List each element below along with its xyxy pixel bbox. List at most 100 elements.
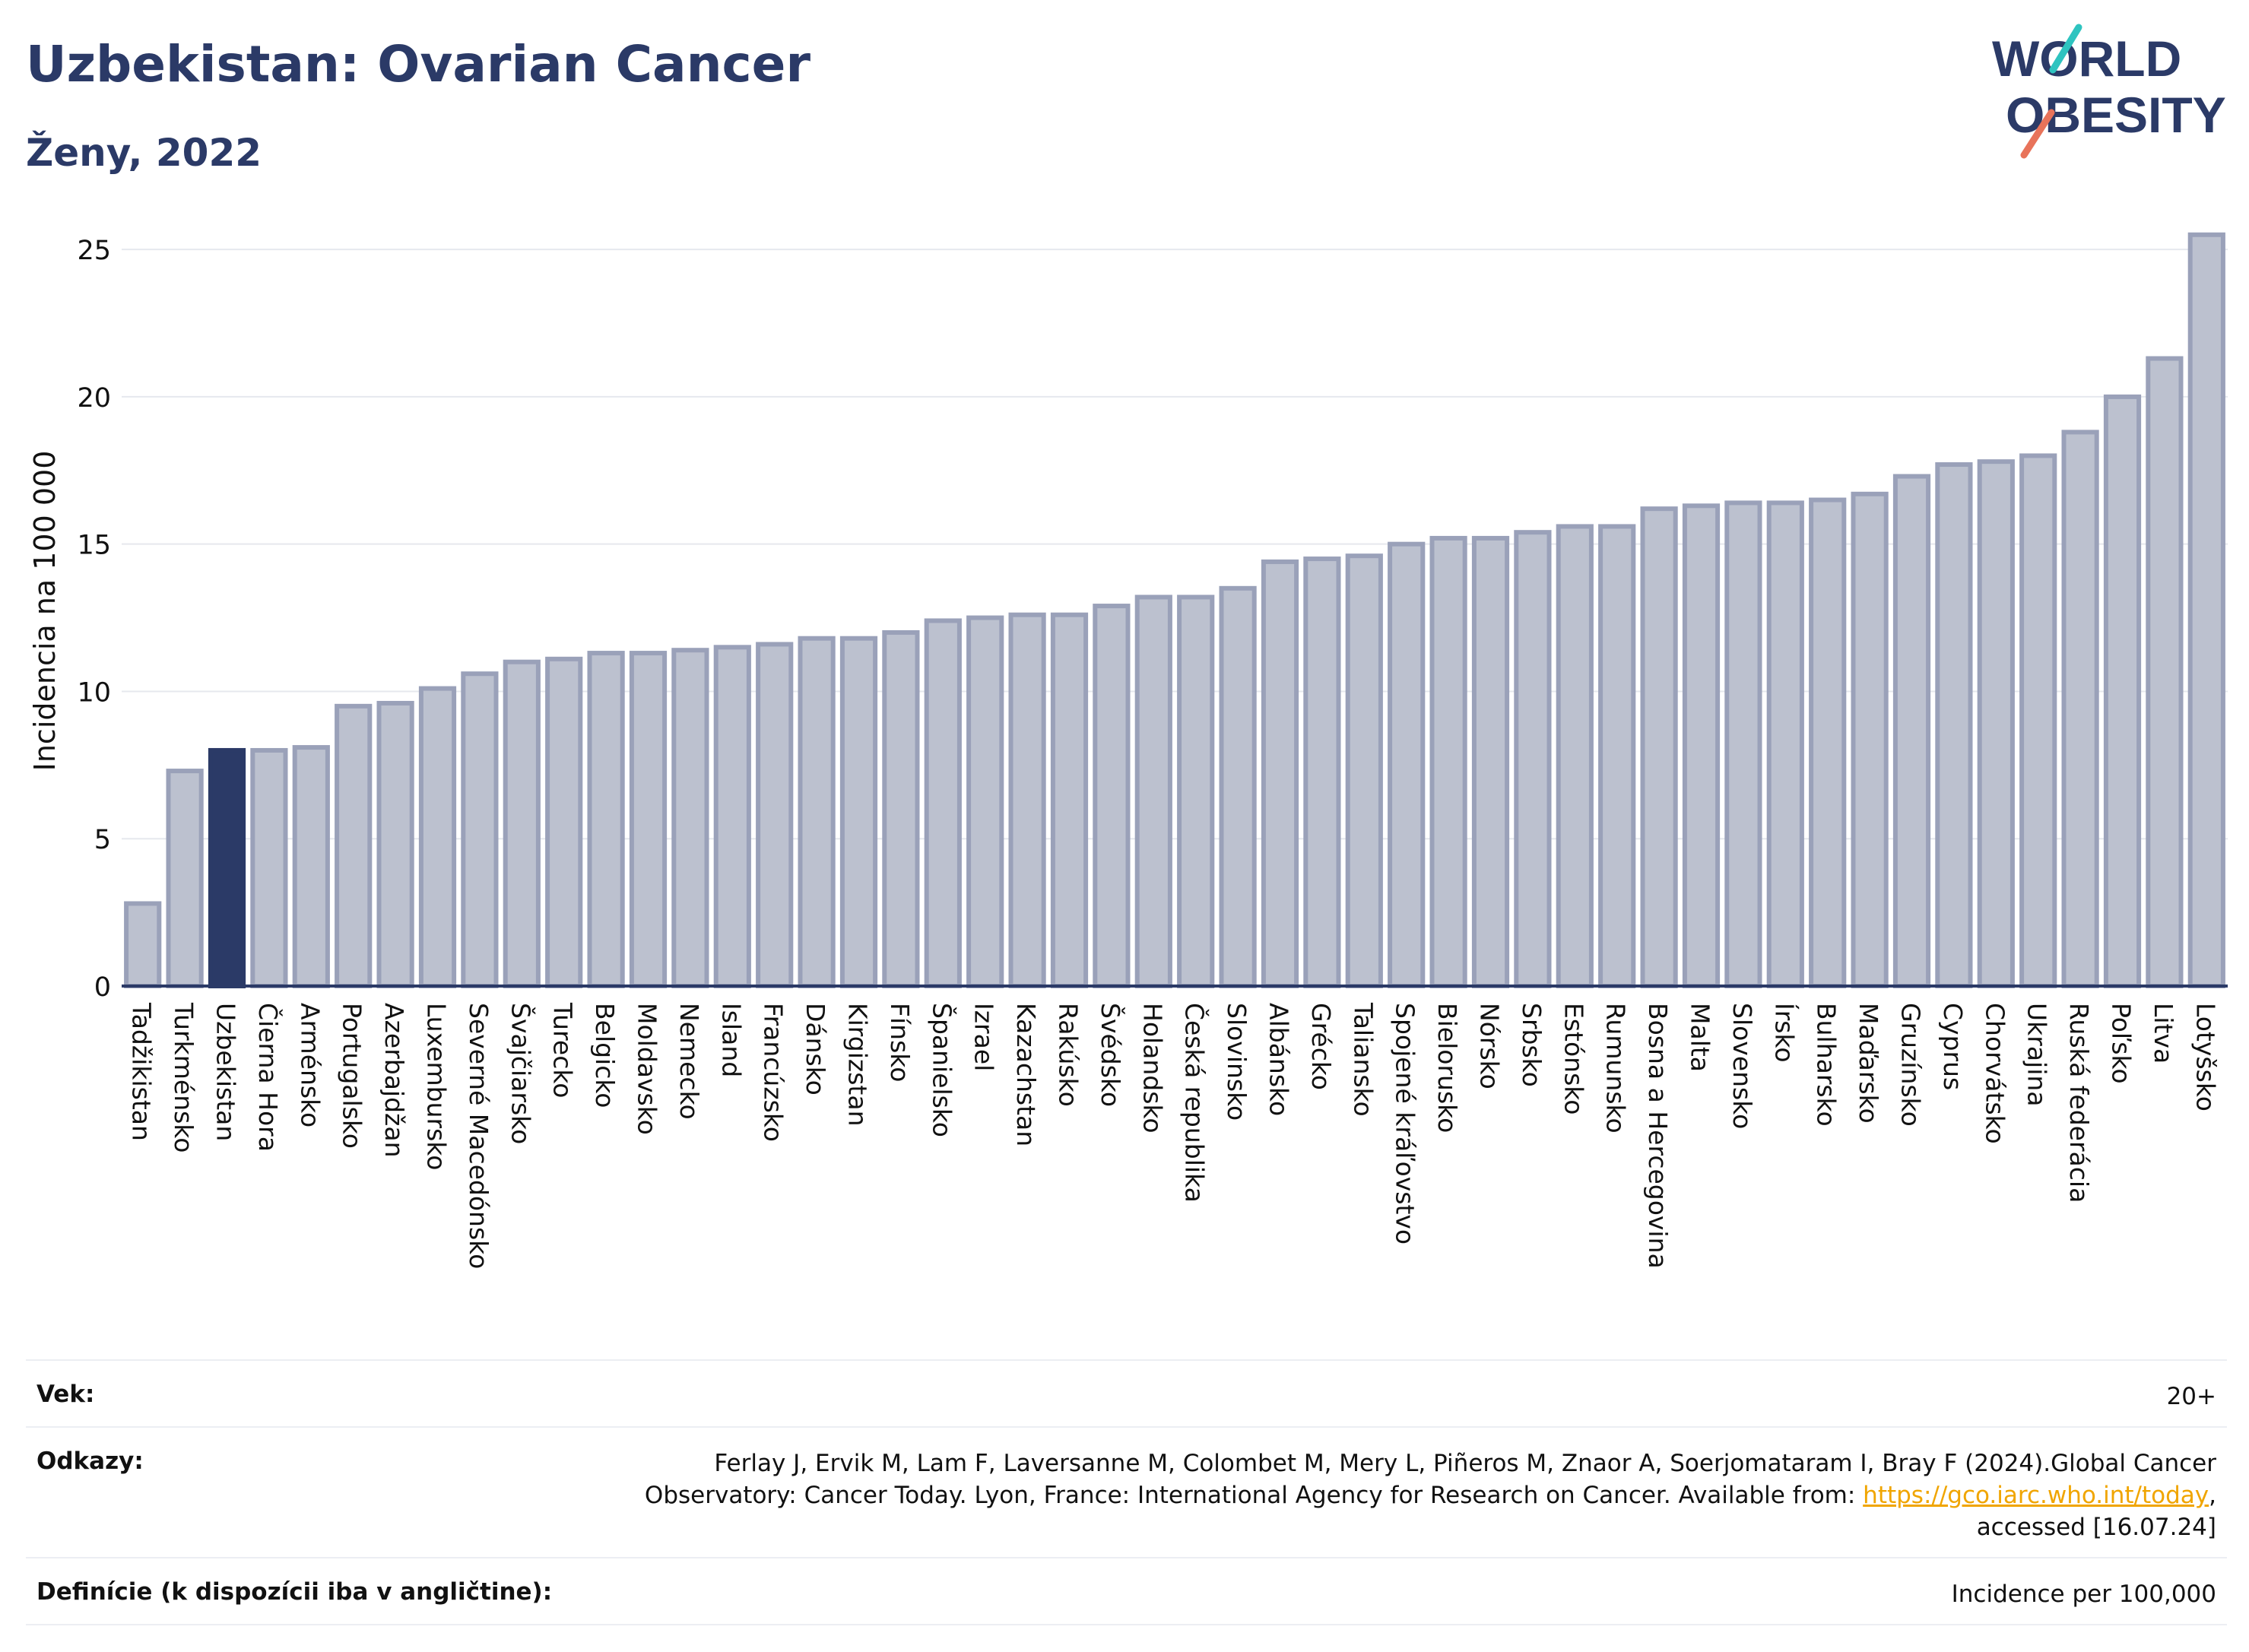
y-tick-label: 20: [77, 383, 111, 414]
x-tick-label: Holandsko: [1137, 1003, 1167, 1134]
logo-slash-orange: [2020, 109, 2055, 159]
x-tick-label: Ruská federácia: [2064, 1003, 2094, 1203]
x-tick-label: Maďarsko: [1854, 1003, 1883, 1124]
bar-rumunsko: [1598, 524, 1636, 988]
bar-fínsko: [882, 629, 920, 989]
bar-belgicko: [587, 651, 625, 989]
x-tick-label: Gruzínsko: [1896, 1003, 1926, 1127]
x-tick-label: Poľsko: [2107, 1003, 2136, 1084]
x-tick-label: Švédsko: [1096, 1003, 1126, 1107]
x-tick-label: Estónsko: [1559, 1003, 1588, 1115]
references-text-4: accessed [16.07.24]: [1976, 1514, 2216, 1541]
bar-česká-republika: [1177, 595, 1215, 988]
bar-estónsko: [1556, 524, 1594, 988]
x-tick-label: Slovinsko: [1222, 1003, 1251, 1121]
x-tick-label: Arménsko: [295, 1003, 325, 1127]
bar-švédsko: [1093, 604, 1131, 988]
x-tick-label: Portugalsko: [338, 1003, 367, 1149]
bar-nemecko: [671, 648, 709, 988]
bar-turecko: [545, 656, 583, 988]
bar-slovinsko: [1219, 585, 1257, 988]
bar-bielorusko: [1429, 535, 1467, 988]
x-tick-label: Moldavsko: [633, 1003, 662, 1135]
bar-kazachstan: [1008, 612, 1046, 988]
x-tick-label: Bielorusko: [1432, 1003, 1462, 1133]
x-tick-label: Česká republika: [1180, 1003, 1210, 1203]
bar-dánsko: [798, 636, 836, 988]
bar-bulharsko: [1809, 497, 1847, 988]
x-tick-label: Azerbajdžan: [379, 1003, 409, 1158]
bar-chorvátsko: [1977, 459, 2015, 988]
bar-srbsko: [1514, 530, 1552, 988]
y-tick-labels: 0 5 10 15 20 25: [77, 236, 111, 1003]
x-tick-label: Slovensko: [1727, 1003, 1757, 1129]
logo-text-obesity: OBESITY: [2006, 87, 2226, 143]
bar-rakúsko: [1050, 612, 1089, 988]
x-tick-label: Turecko: [548, 1002, 578, 1098]
references-text-3: ,: [2209, 1482, 2216, 1509]
logo-text-world: WORLD: [1992, 30, 2181, 87]
x-tick-label: Čierna Hora: [253, 1003, 284, 1152]
bar-španielsko: [924, 618, 962, 989]
bar-malta: [1682, 503, 1721, 988]
x-tick-label: Nórsko: [1475, 1003, 1505, 1089]
bar-moldavsko: [629, 651, 668, 989]
bar-čierna-hora: [250, 747, 288, 989]
chart-title: Uzbekistan: Ovarian Cancer: [26, 35, 810, 94]
references-label: Odkazy:: [26, 1426, 595, 1558]
x-tick-label: Rumunsko: [1601, 1003, 1631, 1134]
bar-arménsko: [292, 745, 330, 988]
bar-turkménsko: [166, 769, 204, 988]
y-tick-label: 0: [94, 972, 111, 1003]
x-tick-labels: Tadžikistan Turkménsko Uzbekistan Čierna Ho…: [127, 1002, 2221, 1269]
bar-severné-macedónsko: [461, 671, 499, 988]
bar-bosna-a-hercegovina: [1640, 506, 1678, 988]
bar-grécko: [1303, 556, 1341, 988]
x-tick-label: Uzbekistan: [211, 1003, 241, 1141]
x-tick-label: Belgicko: [590, 1003, 620, 1108]
bar-švajčiarsko: [503, 659, 541, 988]
x-tick-label: Švajčiarsko: [506, 1003, 536, 1144]
bar-albánsko: [1261, 559, 1299, 988]
bar-poľsko: [2103, 394, 2142, 988]
x-tick-label: Island: [716, 1003, 746, 1077]
x-tick-label: Spojené kráľovstvo: [1391, 1003, 1420, 1245]
bar-kirgizstan: [839, 636, 878, 988]
x-tick-label: Luxembursko: [422, 1003, 452, 1170]
chart-subtitle: Ženy, 2022: [26, 131, 262, 175]
y-tick-label: 10: [77, 677, 111, 708]
references-link[interactable]: https://gco.iarc.who.int/today: [1863, 1482, 2209, 1509]
y-axis-label: Incidencia na 100 000: [28, 451, 62, 772]
x-tick-label: Litva: [2149, 1003, 2178, 1064]
x-tick-label: Kirgizstan: [843, 1003, 873, 1127]
meta-row-definitions: Definície (k dispozícii iba v angličtine…: [26, 1557, 2227, 1625]
y-tick-label: 5: [94, 825, 111, 855]
x-tick-label: Francúzsko: [759, 1003, 788, 1142]
meta-table: Vek: 20+ Odkazy: Ferlay J, Ervik M, Lam …: [26, 1359, 2227, 1625]
x-tick-label: Severné Macedónsko: [464, 1003, 493, 1269]
bar-litva: [2146, 356, 2184, 988]
bars: [124, 232, 2225, 989]
x-tick-label: Srbsko: [1517, 1003, 1546, 1087]
x-tick-label: Nemecko: [674, 1003, 704, 1120]
bar-luxembursko: [418, 686, 457, 988]
x-tick-label: Ukrajina: [2022, 1003, 2052, 1107]
x-tick-label: Turkménsko: [169, 1002, 198, 1153]
x-tick-label: Rakúsko: [1054, 1003, 1083, 1107]
x-tick-label: Kazachstan: [1011, 1003, 1041, 1146]
definitions-value: Incidence per 100,000: [595, 1557, 2227, 1625]
y-tick-label: 15: [77, 531, 111, 561]
y-tick-label: 25: [77, 236, 111, 266]
bar-francúzsko: [756, 642, 794, 989]
bar-holandsko: [1134, 595, 1172, 988]
logo-slash-teal: [2049, 24, 2082, 74]
x-tick-label: Chorvátsko: [1980, 1003, 2010, 1144]
x-tick-label: Tadžikistan: [127, 1002, 157, 1141]
bar-spojené-kráľovstvo: [1388, 541, 1426, 988]
bar-portugalsko: [335, 703, 373, 988]
x-tick-label: Izrael: [969, 1003, 999, 1071]
bar-cyprus: [1935, 462, 1973, 988]
bar-ukrajina: [2019, 453, 2057, 988]
bar-gruzínsko: [1892, 474, 1931, 988]
bar-nórsko: [1471, 535, 1510, 988]
